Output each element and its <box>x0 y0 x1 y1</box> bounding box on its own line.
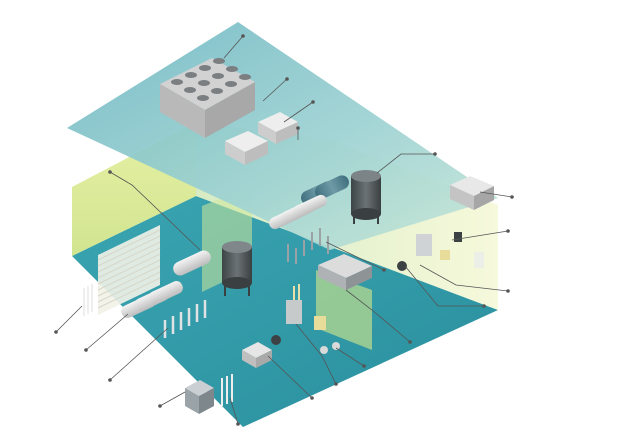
glass-partition-right <box>316 270 372 350</box>
callout-line-ventilation <box>345 289 411 343</box>
wall-piping-left <box>83 284 93 316</box>
callout-line-panel <box>159 391 186 407</box>
pump-cluster-front <box>163 300 207 338</box>
callout-line-ahu <box>283 101 314 123</box>
rooftop-air-handler-2 <box>225 131 268 165</box>
vertical-risers-front <box>221 374 233 406</box>
callout-line-pump-right <box>451 230 509 241</box>
electrical-panel <box>185 380 214 414</box>
callout-line-panel-right <box>419 264 509 292</box>
expansion-vessel <box>286 284 302 324</box>
buffer-tank <box>222 241 252 296</box>
callout-line-front-pumps <box>109 327 169 381</box>
callout-line-chillers <box>109 171 201 251</box>
booster-pump-set <box>397 232 484 271</box>
callout-line-booster <box>404 265 484 307</box>
roller-door <box>97 225 161 315</box>
rooftop-air-handler-1 <box>258 112 298 144</box>
callout-line-wall-pipes <box>55 305 83 333</box>
water-chillers <box>121 250 211 318</box>
plate-heat-exchanger <box>242 335 281 368</box>
callout-line-front-chillers <box>85 313 129 351</box>
ventilation-unit <box>318 254 372 290</box>
callout-line-dosing <box>335 347 365 367</box>
pump-cluster-mid <box>287 228 329 264</box>
callouts <box>55 35 513 425</box>
callout-dots <box>54 34 514 426</box>
callout-line-exhaust <box>479 191 513 198</box>
floor-plate <box>72 196 498 427</box>
dosing-units <box>314 316 340 354</box>
callout-line-chiller-mid <box>325 241 385 271</box>
callout-line-storage-tank <box>376 153 435 174</box>
chiller-vessels-back <box>301 175 349 205</box>
chiller-vessels-mid <box>269 194 327 230</box>
callout-line-expansion <box>295 323 337 385</box>
callout-line-cooling-tower <box>223 35 244 59</box>
callout-line-roof-ahu <box>262 78 288 102</box>
callout-line-hx <box>267 355 313 399</box>
cooling-tower-array <box>160 58 255 138</box>
callout-line-risers <box>229 397 239 425</box>
hot-water-storage-tank <box>351 170 381 224</box>
exhaust-fan-unit <box>450 176 494 210</box>
